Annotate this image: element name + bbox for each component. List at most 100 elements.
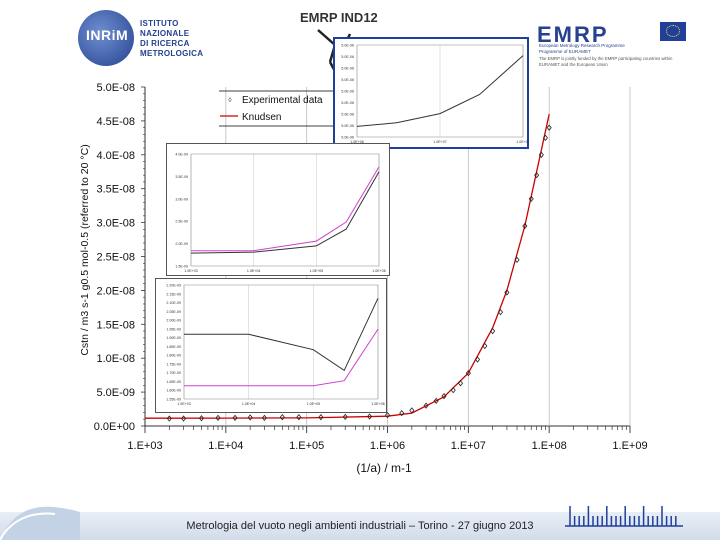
- project-title: EMRP IND12: [300, 10, 378, 25]
- experimental-point: [522, 222, 528, 230]
- eu-flag-icon: [660, 22, 686, 41]
- main-legend: ◊ Experimental data Knudsen: [219, 90, 333, 127]
- inset-y-tick-label: 1.85E-09: [166, 345, 181, 349]
- inset-y-tick-label: 2.10E-09: [166, 301, 181, 305]
- experimental-point: [342, 413, 348, 420]
- experimental-point: [367, 413, 373, 420]
- inset-x-tick-label: 1.0E+04: [242, 402, 256, 406]
- inset-y-tick-label: 2.0E-09: [175, 242, 188, 246]
- experimental-point: [384, 412, 391, 419]
- experimental-point: [433, 397, 439, 405]
- y-tick-label: 0.0E+00: [94, 421, 135, 433]
- inset-y-tick-label: 1.75E-09: [166, 362, 181, 366]
- experimental-point: [261, 414, 267, 422]
- footer-text: Metrologia del vuoto negli ambienti indu…: [186, 520, 534, 532]
- experimental-point: [215, 414, 221, 422]
- experimental-point: [504, 289, 510, 296]
- y-tick-label: 5.0E-09: [96, 387, 135, 399]
- emrp-description: The EMRP is jointly funded by the EMRP p…: [539, 56, 673, 67]
- main-chart: 1.E+03 1.E+04 1.E+05 1.E+06 1.E+07 1.E+08 1.E+…: [79, 29, 648, 475]
- experimental-point: [475, 356, 481, 363]
- inset-y-tick-label: 3.0E-09: [175, 197, 188, 201]
- inrim-line: DI RICERCA: [140, 39, 190, 48]
- inset-chart-top-svg: 1.0E+06 1.0E+07 1.0E+08 5.0E-06 5.0E-06 5.0E-…: [341, 44, 529, 145]
- legend-label-experimental: Experimental data: [242, 95, 323, 106]
- inset-series-line: [190, 171, 380, 254]
- inset-x-tick-label: 1.0E+06: [371, 402, 385, 406]
- inset-chart-bottom: 1.0E+03 1.0E+04 1.0E+05 1.0E+06 2.20E-09 2.15…: [155, 278, 387, 413]
- experimental-point: [198, 415, 205, 422]
- y-tick-label: 1.0E-08: [96, 353, 135, 365]
- emrp-logo: EMRP: [537, 22, 609, 47]
- inset-y-tick-label: 5.0E-06: [341, 44, 354, 48]
- experimental-point: [528, 195, 534, 203]
- knudsen-line: [144, 113, 550, 419]
- inset-y-tick-label: 1.60E-09: [166, 389, 181, 393]
- x-axis-label: (1/a) / m-1: [356, 461, 412, 475]
- inset-y-tick-label: 4.0E-09: [175, 153, 188, 157]
- inset-chart-middle-svg: 1.0E+03 1.0E+04 1.0E+05 1.0E+06 4.0E-09 3.5E-…: [175, 153, 386, 274]
- inset-x-tick-label: 1.0E+06: [372, 269, 386, 273]
- experimental-point: [279, 414, 285, 421]
- experimental-point: [497, 308, 504, 316]
- y-axis-label: Cstn / m3 s-1 g0.5 mol-0.5 (referred to …: [79, 144, 91, 355]
- inset-series-line: [356, 55, 524, 127]
- inrim-logo-word: INRiM: [86, 27, 129, 43]
- experimental-point: [318, 414, 324, 421]
- inset-y-tick-label: 5.0E-06: [341, 78, 354, 82]
- inset-series-line: [184, 297, 379, 372]
- x-tick-label: 1.E+09: [612, 440, 647, 452]
- inset-y-tick-label: 5.0E-06: [341, 101, 354, 105]
- experimental-point: [296, 414, 302, 421]
- footer-ruler-decoration: [565, 506, 683, 527]
- experimental-point: [482, 342, 488, 350]
- inset-y-tick-label: 5.0E-06: [341, 113, 354, 117]
- y-tick-label: 1.5E-08: [96, 319, 135, 331]
- experimental-point: [423, 402, 429, 409]
- experimental-point: [538, 151, 544, 158]
- inset-chart-top: 1.0E+06 1.0E+07 1.0E+08 5.0E-06 5.0E-06 5.0E-…: [333, 37, 530, 149]
- inset-series-line: [184, 328, 379, 387]
- inset-x-tick-label: 1.0E+08: [516, 140, 527, 144]
- inset-y-tick-label: 3.5E-09: [175, 175, 188, 179]
- inset-y-tick-label: 5.0E-06: [341, 136, 354, 140]
- inrim-line: ISTITUTO: [140, 19, 179, 28]
- experimental-point: [514, 256, 520, 264]
- inset-plot-frame: [356, 44, 524, 138]
- experimental-point: [450, 386, 456, 394]
- experimental-point: [465, 369, 471, 377]
- inset-y-tick-label: 5.0E-06: [341, 90, 354, 94]
- inset-plot-frame: [190, 153, 380, 267]
- inset-x-tick-label: 1.0E+06: [350, 140, 364, 144]
- inset-series-line: [191, 166, 380, 252]
- legend-label-knudsen: Knudsen: [242, 112, 281, 123]
- inset-y-tick-label: 5.0E-06: [341, 67, 354, 71]
- x-tick-label: 1.E+06: [370, 440, 405, 452]
- experimental-point: [399, 409, 405, 417]
- main-tick-labels: 1.E+03 1.E+04 1.E+05 1.E+06 1.E+07 1.E+08 1.E+…: [94, 82, 648, 452]
- experimental-point: [409, 407, 415, 414]
- experimental-point: [534, 171, 540, 179]
- experimental-point: [166, 415, 172, 422]
- inset-x-tick-label: 1.0E+03: [184, 269, 198, 273]
- inset-y-tick-label: 2.5E-09: [175, 220, 188, 224]
- x-tick-label: 1.E+05: [289, 440, 324, 452]
- footer-swoosh-decoration: [0, 506, 80, 540]
- inset-y-tick-label: 2.00E-09: [166, 319, 181, 323]
- inset-y-tick-label: 5.0E-06: [341, 55, 354, 59]
- inset-y-tick-label: 2.15E-09: [166, 292, 181, 296]
- inset-x-tick-label: 1.0E+05: [310, 269, 324, 273]
- inset-y-tick-label: 1.65E-09: [166, 380, 181, 384]
- inset-y-tick-label: 1.70E-09: [166, 371, 181, 375]
- x-tick-label: 1.E+03: [127, 440, 162, 452]
- y-tick-label: 2.0E-08: [96, 285, 135, 297]
- inset-x-tick-label: 1.0E+07: [433, 140, 447, 144]
- inset-y-tick-label: 1.5E-09: [175, 265, 188, 269]
- inset-y-tick-label: 1.95E-09: [166, 327, 181, 331]
- inset-x-tick-label: 1.0E+04: [247, 269, 261, 273]
- experimental-point: [232, 414, 238, 422]
- emrp-subtitle: Programme of EURAMET: [539, 49, 591, 54]
- y-tick-label: 4.5E-08: [96, 116, 135, 128]
- experimental-point: [457, 380, 464, 387]
- inset-x-tick-label: 1.0E+05: [307, 402, 321, 406]
